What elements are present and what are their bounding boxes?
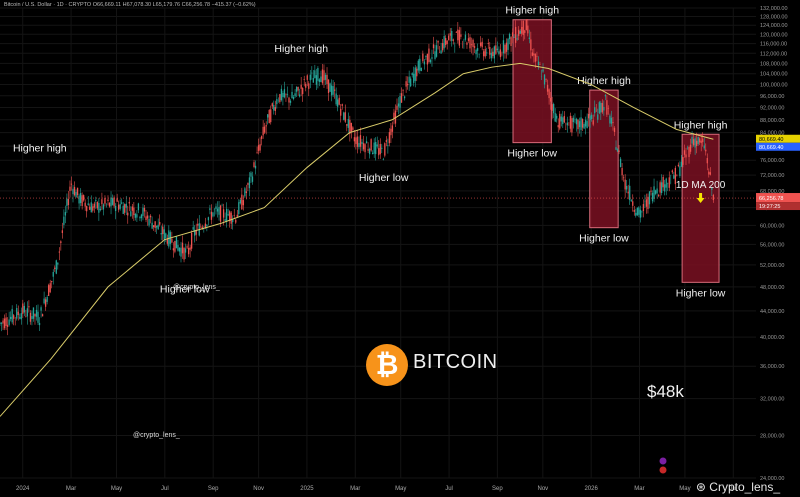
y-tick-label: 24,000.00 [760,476,784,482]
y-tick-label: 100,000.00 [760,83,788,89]
y-tick-label: 132,000.00 [760,6,788,12]
handle-label-2: @crypto_lens_ [133,432,180,439]
swing-label: Higher low [160,284,210,296]
y-tick-label: 44,000.00 [760,309,784,315]
current-price-tag [756,193,800,203]
btc-symbol: ₿ [375,349,399,380]
y-tick-label: 88,000.00 [760,118,784,124]
box-bottom-label: Higher low [579,233,629,245]
box-top-label: Higher high [505,5,559,17]
ma-value-tag-2 [756,142,800,151]
box-bottom-label: Higher low [676,287,726,299]
swing-label: Higher low [359,172,409,184]
chart-header: Bitcoin / U.S. Dollar · 1D · CRYPTO O66,… [4,2,256,8]
x-tick-label: Nov [538,486,549,492]
y-tick-label: 124,000.00 [760,23,788,29]
bitcoin-logo-icon: ₿ [366,344,408,386]
x-tick-label: 2026 [584,486,598,492]
x-tick-label: Sep [492,486,503,492]
y-tick-label: 48,000.00 [760,285,784,291]
y-tick-label: 72,000.00 [760,173,784,179]
x-tick-label: May [395,486,406,492]
x-tick-label: Jul [729,486,737,492]
y-tick-label: 128,000.00 [760,14,788,20]
y-tick-label: 96,000.00 [760,94,784,100]
event-icon-2[interactable] [659,466,667,474]
y-tick-label: 92,000.00 [760,106,784,112]
brand-label: BITCOIN [413,351,498,373]
y-tick-label: 108,000.00 [760,61,788,67]
y-tick-label: 84,000.00 [760,131,784,137]
y-tick-label: 116,000.00 [760,42,787,48]
x-tick-label: 2025 [300,486,314,492]
x-tick-label: Jul [161,486,169,492]
ma-arrow-icon [696,193,705,203]
ma-value-tag [756,134,800,143]
x-tick-label: Mar [66,486,76,492]
y-tick-label: 76,000.00 [760,158,784,164]
y-tick-label: 104,000.00 [760,72,788,78]
x-tick-label: Mar [634,486,644,492]
y-tick-label: 68,000.00 [760,189,784,195]
highlight-box[interactable] [681,133,720,283]
box-top-label: Higher high [577,75,631,87]
x-tick-label: May [679,486,690,492]
y-tick-label: 40,000.00 [760,335,784,341]
x-tick-label: Nov [253,486,264,492]
x-tick-label: Mar [350,486,360,492]
symbol-title: Bitcoin / U.S. Dollar · 1D · CRYPTO [4,2,92,8]
ohlc-readout: O66,669.11 H67,078.30 L65,179.76 C66,256… [92,2,256,8]
swing-label: Higher high [274,43,328,55]
countdown-label: 19:27:25 [759,204,780,210]
handle-label-1: @crypto_lens_ [173,284,220,291]
watermark-icon: ⊛ [695,480,706,494]
ma-value-label-2: 80,669.40 [759,145,783,151]
watermark: ⊛ Crypto_lens_ [696,480,780,494]
watermark-text: Crypto_lens_ [709,480,780,494]
y-tick-label: 56,000.00 [760,242,784,248]
x-tick-label: Jul [445,486,453,492]
box-top-label: Higher high [674,119,728,131]
ma-value-label: 80,669.40 [759,137,783,143]
y-tick-label: 36,000.00 [760,364,784,370]
x-tick-label: May [111,486,122,492]
box-bottom-label: Higher low [507,148,557,160]
target-price-label: $48k [647,382,684,401]
y-tick-label: 120,000.00 [760,32,788,38]
ma-200-line[interactable] [0,62,714,417]
y-tick-label: 52,000.00 [760,263,784,269]
y-tick-label: 112,000.00 [760,51,787,57]
current-price-label: 66,256.78 [759,196,783,202]
event-icon[interactable] [659,457,667,465]
ma-annotation-label: 1D MA 200 [676,180,726,191]
swing-label: Higher high [13,142,67,154]
countdown-tag [756,202,800,211]
x-tick-label: 2024 [16,486,30,492]
x-tick-label: Sep [208,486,219,492]
y-tick-label: 28,000.00 [760,434,784,440]
y-tick-label: 60,000.00 [760,223,784,229]
y-tick-label: 32,000.00 [760,397,784,403]
